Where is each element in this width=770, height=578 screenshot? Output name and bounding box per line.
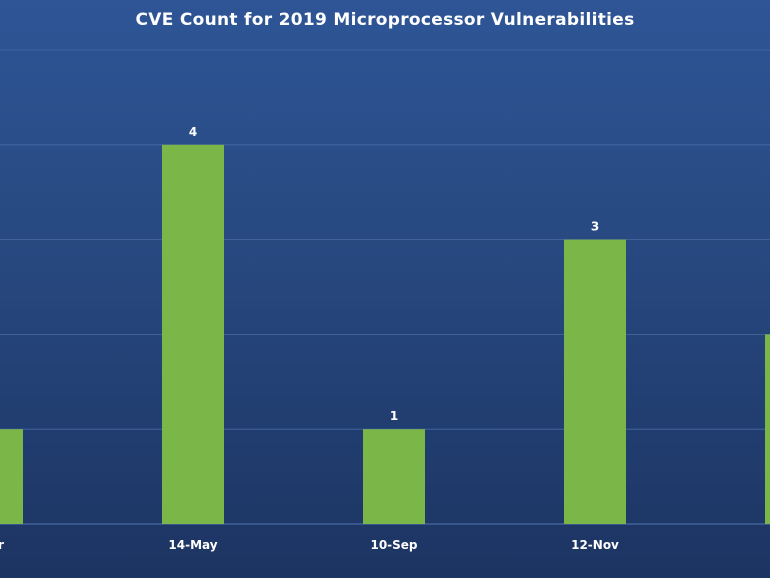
x-tick-label: 14-May — [168, 538, 217, 552]
bar — [363, 429, 425, 524]
bar-data-label: 1 — [390, 409, 398, 423]
chart-title: CVE Count for 2019 Microprocessor Vulner… — [135, 10, 635, 30]
bar — [162, 144, 224, 525]
x-tick-label: 12-Nov — [571, 538, 619, 552]
bar-data-label: 3 — [591, 220, 599, 234]
x-tick-label: 10-Sep — [370, 538, 417, 552]
bar — [564, 239, 626, 524]
bar — [765, 334, 770, 524]
x-tick-label: Apr — [0, 538, 4, 552]
bar — [0, 429, 23, 524]
bar-data-label: 4 — [189, 125, 197, 139]
